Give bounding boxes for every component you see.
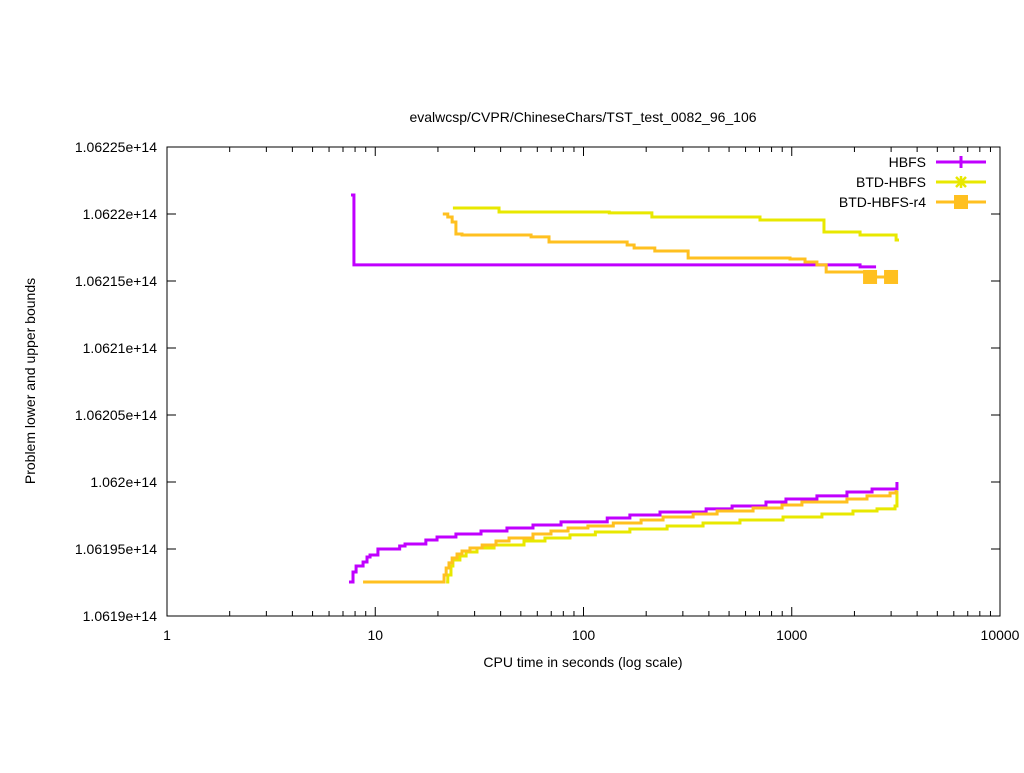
- y-tick-label: 1.06205e+14: [75, 407, 157, 423]
- x-tick-label: 10000: [981, 627, 1020, 643]
- hbfs-lower-bound-line: [348, 482, 899, 584]
- btd-hbfs-r4-point-marker: [863, 269, 878, 284]
- legend-label: BTD-HBFS-r4: [839, 194, 926, 210]
- y-axis-label: Problem lower and upper bounds: [22, 278, 38, 484]
- legend-marker-icon: [955, 176, 967, 188]
- x-axis-label: CPU time in seconds (log scale): [483, 654, 682, 670]
- y-tick-label: 1.06195e+14: [75, 541, 157, 557]
- x-tick-label: 1000: [776, 627, 807, 643]
- series-btd-hbfs: [446, 206, 900, 584]
- legend-label: HBFS: [889, 154, 926, 170]
- y-tick-label: 1.06225e+14: [75, 139, 157, 155]
- chart-title: evalwcsp/CVPR/ChineseChars/TST_test_0082…: [409, 109, 756, 125]
- legend-marker-icon: [954, 195, 968, 209]
- y-tick-label: 1.0619e+14: [83, 608, 158, 624]
- y-tick-label: 1.0621e+14: [83, 340, 158, 356]
- btd-hbfs-r4-upper-bound-line: [442, 212, 892, 279]
- btd-hbfs-r4-point-marker: [884, 269, 899, 284]
- x-tick-label: 10: [367, 627, 383, 643]
- y-tick-label: 1.06215e+14: [75, 273, 157, 289]
- legend-marker-icon: [955, 156, 967, 168]
- y-tick-label: 1.062e+14: [90, 474, 157, 490]
- x-tick-label: 1: [163, 627, 171, 643]
- btd-hbfs-lower-bound-line: [446, 490, 899, 584]
- series-btd-hbfs-r4: [363, 212, 899, 584]
- btd-hbfs-r4-lower-bound-line: [363, 490, 898, 584]
- series-hbfs: [348, 193, 899, 584]
- x-tick-label: 100: [572, 627, 596, 643]
- y-tick-label: 1.0622e+14: [83, 206, 158, 222]
- legend: HBFS BTD-HBFS BTD-HBFS-r4: [839, 154, 986, 210]
- btd-hbfs-upper-bound-line: [452, 206, 900, 242]
- legend-label: BTD-HBFS: [856, 174, 926, 190]
- hbfs-upper-bound-line: [351, 193, 877, 269]
- plot-frame: [166, 146, 1001, 617]
